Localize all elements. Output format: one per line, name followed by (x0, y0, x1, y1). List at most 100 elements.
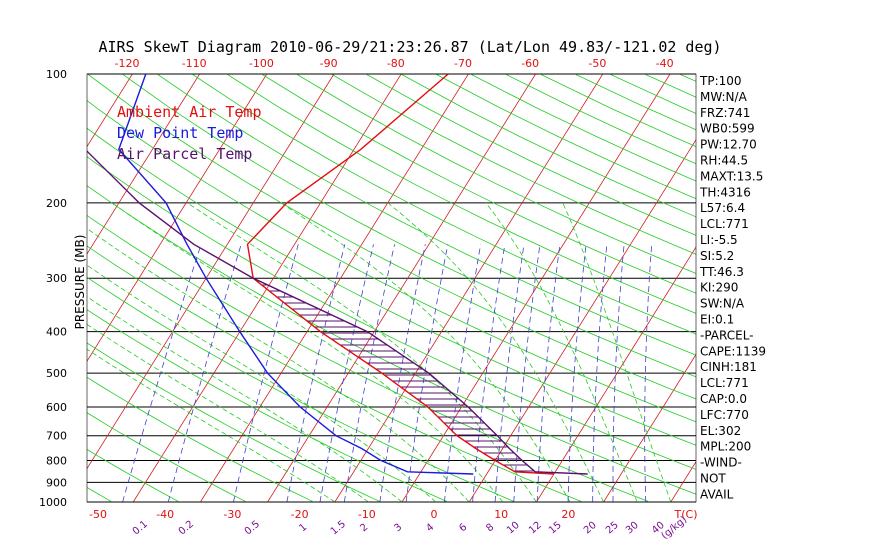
moist-adiabat-line (87, 264, 436, 502)
isotherm-line (87, 74, 268, 362)
mixing-ratio-line (612, 244, 625, 502)
mixing-ratio-line (472, 244, 506, 502)
dry-adiabat-line (87, 214, 650, 502)
stat-line: MPL:200 (700, 440, 751, 454)
dry-adiabat-line (330, 74, 696, 255)
dry-adiabat-line (784, 74, 870, 502)
dry-adiabat-line (505, 74, 696, 165)
dry-adiabat-line (226, 74, 696, 314)
pressure-tick-label: 700 (46, 430, 67, 443)
top-tick-label: -120 (115, 57, 140, 70)
isotherm-line (468, 139, 696, 502)
mixing-ratio-label: 10 (505, 520, 522, 537)
mixing-ratio-line (494, 244, 525, 502)
isotherm-line (603, 353, 696, 502)
dry-adiabat-line (87, 376, 314, 502)
bottom-tick-label: 0 (431, 508, 438, 521)
isotherm-line (536, 246, 696, 502)
mixing-ratio-label: 0.1 (131, 519, 150, 538)
bottom-tick-label: -50 (89, 508, 107, 521)
isotherm-line (267, 74, 536, 502)
stat-line: L57:6.4 (700, 201, 745, 215)
stat-line: EI:0.1 (700, 313, 734, 327)
pressure-tick-label: 200 (46, 197, 67, 210)
mixing-ratio-line (644, 244, 653, 502)
top-temperature-ticks: -120 -110 -100 -90 -80 -70 -60 -50 -40 (115, 57, 674, 70)
stat-line: TT:46.3 (699, 265, 744, 279)
stat-line: EL:302 (700, 424, 741, 438)
isotherm-line (805, 74, 870, 502)
moist-adiabat-line (280, 202, 571, 502)
stat-line: PW:12.70 (700, 138, 757, 152)
top-tick-label: -70 (454, 57, 472, 70)
mixing-ratio-label: 12 (527, 520, 544, 537)
bottom-tick-label: 10 (494, 508, 508, 521)
stat-line: CAPE:1139 (700, 344, 766, 358)
pressure-axis-labels: 100 200 300 400 500 600 700 800 900 1000 (39, 68, 67, 509)
dewpoint-profile-line (118, 74, 474, 475)
cape-shaded-area (253, 278, 588, 474)
stat-line: LFC:770 (700, 408, 749, 422)
stat-line: WB0:599 (700, 122, 755, 136)
moist-adiabat-line (87, 348, 336, 502)
temperature-profile-line (246, 74, 555, 475)
dry-adiabat-line (87, 245, 583, 502)
mixing-ratio-line (343, 244, 395, 502)
stat-line: CAP:0.0 (700, 392, 747, 406)
stat-line: SI:5.2 (700, 249, 734, 263)
dry-adiabat-line (122, 74, 696, 378)
background-grid (87, 74, 870, 502)
bottom-tick-label: -30 (223, 508, 241, 521)
plot-frame (86, 73, 697, 503)
stat-line: LCL:771 (700, 217, 749, 231)
bottom-tick-label: -40 (156, 508, 174, 521)
mixing-ratio-label: 0.5 (243, 519, 262, 538)
mixing-ratio-label: 8 (484, 522, 496, 535)
bottom-temperature-ticks: -50 -40 -30 -20 -10 0 10 20 T(C) (89, 508, 697, 521)
moist-adiabat-line (485, 202, 638, 502)
mixing-ratio-line (536, 244, 561, 502)
mixing-ratio-line (319, 244, 374, 502)
top-tick-label: -100 (249, 57, 274, 70)
mixing-ratio-line (592, 244, 608, 502)
mixing-ratio-line (405, 244, 449, 502)
dry-adiabat-line (749, 74, 870, 502)
top-tick-label: -40 (656, 57, 674, 70)
stat-line: LI:-5.5 (700, 233, 738, 247)
parcel-profile-line (87, 150, 588, 475)
dry-adiabat-line (87, 99, 696, 423)
pressure-tick-label: 400 (46, 326, 67, 339)
dry-adiabat-line (261, 74, 696, 294)
mixing-ratio-line (444, 244, 482, 502)
pressure-tick-label: 900 (46, 476, 67, 489)
legend-entry: Dew Point Temp (117, 124, 243, 142)
isotherm-line (200, 74, 469, 502)
legend-entry: Air Parcel Temp (117, 145, 252, 163)
stat-line: NOT (700, 472, 726, 486)
moist-adiabat-line (87, 228, 470, 502)
mixing-ratio-line (122, 244, 202, 502)
stat-line: TH:4316 (699, 185, 751, 199)
moist-adiabat-line (87, 296, 403, 502)
isotherm-line (334, 74, 604, 502)
mixing-ratio-line (286, 244, 346, 502)
top-tick-label: -50 (588, 57, 606, 70)
mixing-ratio-line (513, 244, 541, 502)
mixing-ratio-line (379, 244, 426, 502)
mixing-ratio-label: 3 (392, 522, 404, 535)
dry-adiabat-line (87, 74, 696, 400)
moist-adiabat-line (111, 202, 504, 502)
mixing-ratio-label: 1 (297, 522, 309, 535)
mixing-ratio-line (233, 244, 299, 502)
sounding-profiles (87, 74, 588, 475)
stat-line: KI:290 (700, 281, 738, 295)
mixing-ratio-ticks: 0.1 0.2 0.5 1 1.5 2 3 4 6 8 10 12 15 20 25 30 40(g/kg) (131, 514, 690, 542)
stat-line: FRZ:741 (700, 106, 750, 120)
stat-line: CINH:181 (700, 360, 757, 374)
moist-adiabat-line (562, 202, 672, 502)
pressure-tick-label: 1000 (39, 496, 67, 509)
dry-adiabat-line (435, 74, 696, 200)
mixing-ratio-label: 30 (624, 520, 641, 537)
pressure-tick-label: 100 (46, 68, 67, 81)
